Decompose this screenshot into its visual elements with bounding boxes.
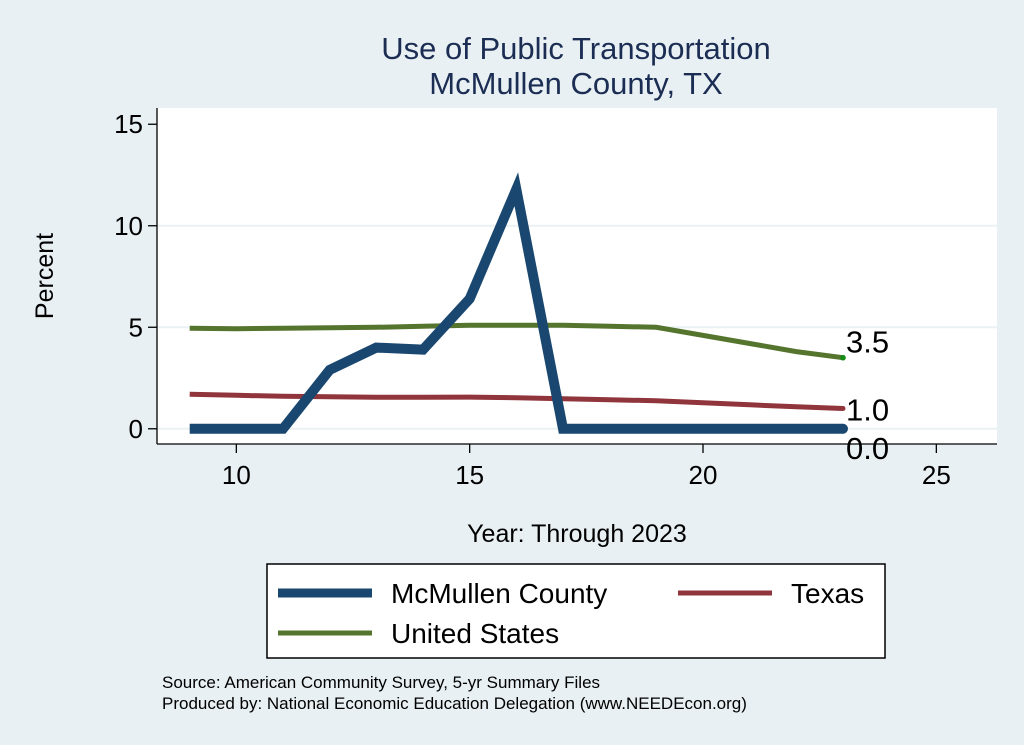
end-marker [840,354,846,361]
end-label-mcmullen-county: 0.0 [846,431,889,466]
end-label-united-states: 3.5 [846,325,889,360]
end-marker [840,405,846,411]
chart-title: Use of Public Transportation [381,31,770,66]
legend-box [266,563,886,659]
source-note: Source: American Community Survey, 5-yr … [162,673,600,692]
legend: McMullen County Texas United States [266,563,886,659]
x-tick-label: 10 [222,460,251,490]
x-tick-label: 25 [922,460,951,490]
producer-note: Produced by: National Economic Education… [162,694,747,713]
y-tick-label: 5 [129,312,143,342]
y-tick-label: 15 [114,109,143,139]
x-axis-title: Year: Through 2023 [467,520,687,548]
plot-area [157,108,997,444]
legend-label-texas: Texas [791,578,864,609]
end-labels: 0.0 1.0 3.5 [846,325,889,466]
y-tick-label: 10 [114,211,143,241]
end-label-texas: 1.0 [846,392,889,427]
x-tick-label: 20 [689,460,718,490]
legend-label-mcmullen: McMullen County [391,578,607,609]
axes: 0 5 10 15 10 15 20 25 [114,108,997,490]
series [189,172,848,434]
y-tick-label: 0 [129,414,143,444]
x-tick-label: 15 [455,460,484,490]
chart-subtitle: McMullen County, TX [429,66,723,101]
y-axis-title: Percent [31,233,59,319]
end-marker [838,423,848,434]
legend-label-us: United States [391,618,559,649]
